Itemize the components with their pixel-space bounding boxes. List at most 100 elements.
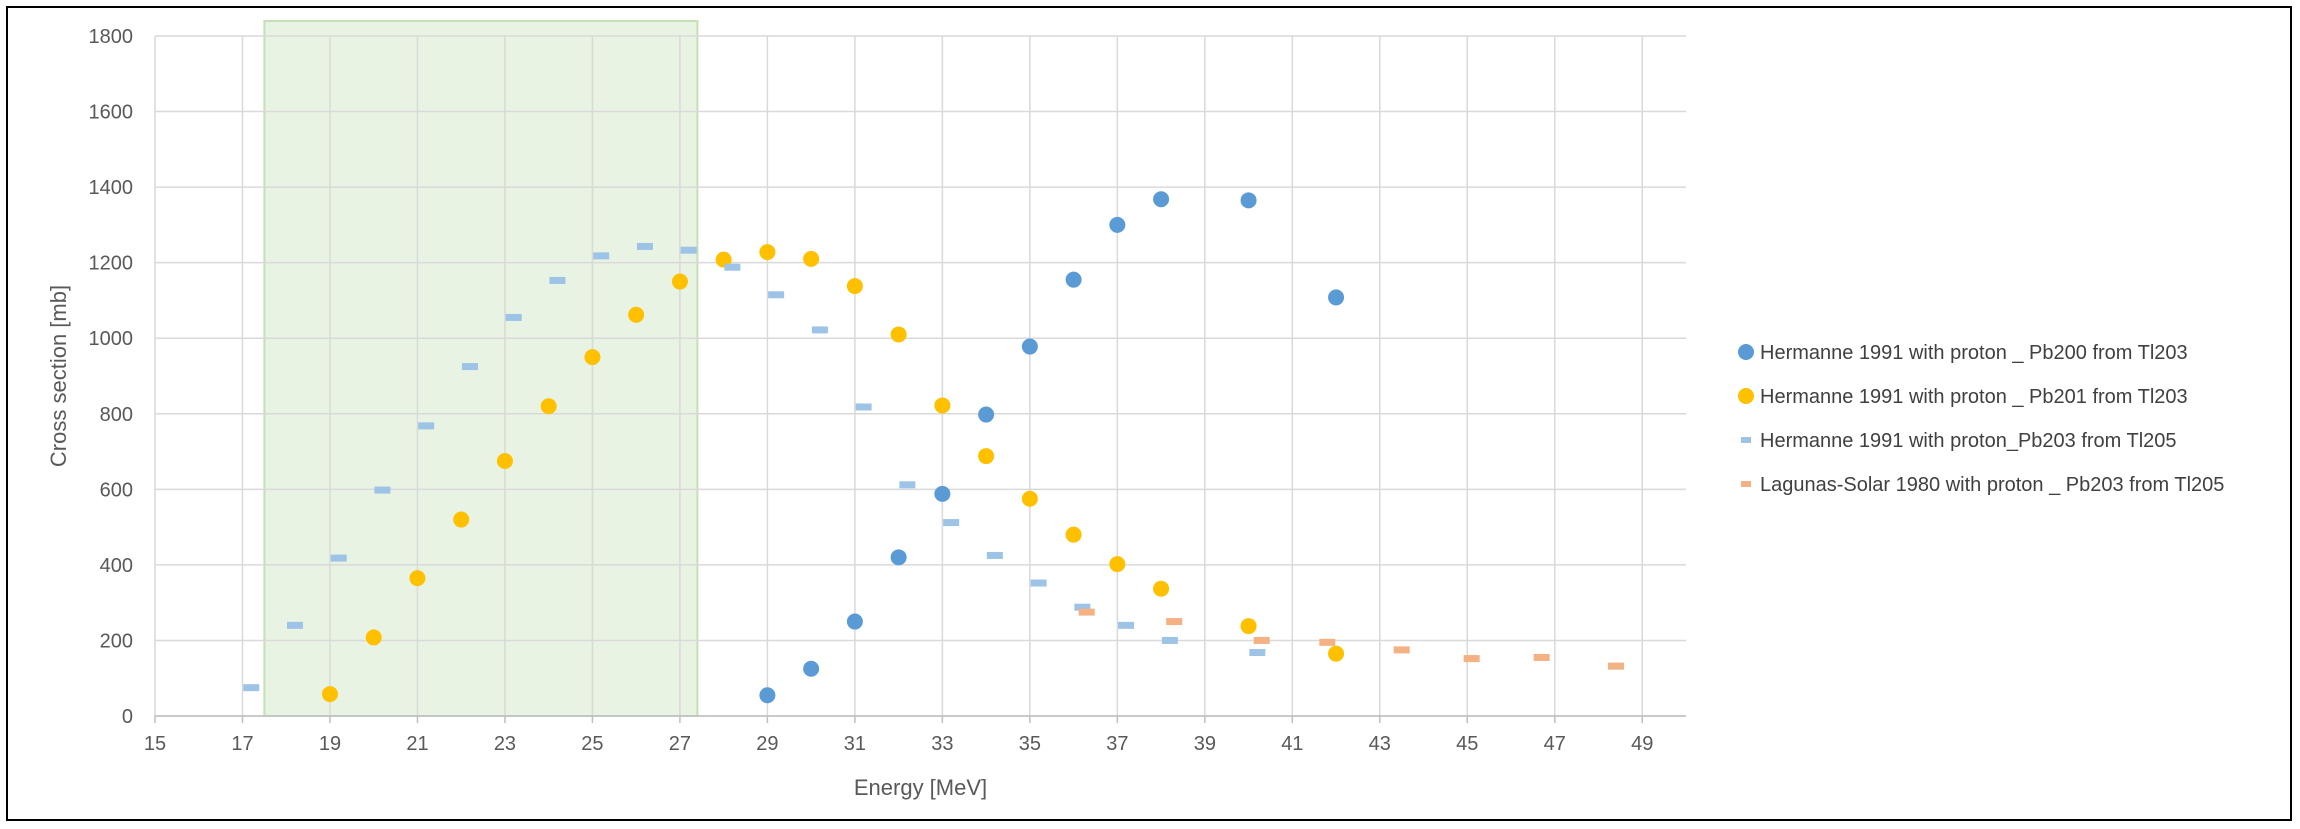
data-point — [636, 242, 653, 250]
data-point — [943, 519, 960, 527]
data-point — [768, 291, 785, 299]
data-point — [724, 263, 741, 271]
series-3 — [243, 242, 1266, 692]
y-tick-label: 1600 — [89, 102, 134, 124]
data-point — [1153, 580, 1170, 597]
x-tick-label: 21 — [406, 733, 428, 755]
y-tick-label: 1800 — [89, 26, 134, 48]
x-tick-labels: 15 17 19 21 23 25 27 29 31 33 35 37 39 41 43 45 47 49 — [144, 733, 1654, 755]
data-point — [584, 349, 601, 366]
x-tick-label: 19 — [319, 733, 341, 755]
data-point — [1021, 338, 1038, 355]
x-tick-label: 35 — [1019, 733, 1041, 755]
data-point — [1065, 271, 1082, 288]
data-point — [1021, 490, 1038, 507]
data-point — [1328, 645, 1345, 662]
legend-marker — [1741, 437, 1751, 443]
data-point — [1153, 191, 1170, 208]
x-tick-label: 31 — [844, 733, 866, 755]
data-point — [540, 398, 557, 415]
data-point — [759, 687, 776, 704]
legend-label: Hermanne 1991 with proton _ Pb200 from T… — [1760, 342, 2188, 364]
legend-item: Hermanne 1991 with proton _ Pb201 from T… — [1738, 386, 2188, 408]
data-point — [1253, 636, 1270, 644]
y-tick-label: 0 — [122, 706, 133, 728]
x-tick-label: 23 — [494, 733, 516, 755]
x-tick-label: 15 — [144, 733, 166, 755]
legend-label: Hermanne 1991 with proton _ Pb201 from T… — [1760, 386, 2188, 408]
legend-item: Lagunas-Solar 1980 with proton _ Pb203 f… — [1741, 474, 2224, 496]
y-tick-label: 800 — [100, 404, 133, 426]
data-point — [1608, 662, 1625, 670]
data-point — [330, 554, 347, 562]
series-1 — [759, 191, 1345, 704]
x-axis-title: Energy [MeV] — [854, 775, 987, 800]
data-point — [1463, 655, 1480, 663]
data-point — [1161, 636, 1178, 644]
data-point — [1166, 618, 1183, 626]
data-point — [1249, 649, 1266, 657]
legend-label: Lagunas-Solar 1980 with proton _ Pb203 f… — [1760, 474, 2224, 496]
x-tick-label: 37 — [1106, 733, 1128, 755]
data-point — [715, 251, 732, 268]
data-point — [496, 453, 513, 469]
data-point — [1240, 618, 1257, 635]
data-point — [846, 613, 863, 630]
y-tick-label: 1400 — [89, 177, 134, 199]
legend-item: Hermanne 1991 with proton _ Pb200 from T… — [1738, 342, 2188, 364]
x-tick-label: 27 — [669, 733, 691, 755]
y-tick-label: 200 — [100, 630, 133, 652]
series-layer — [243, 191, 1625, 704]
data-point — [409, 570, 426, 587]
data-point — [1109, 556, 1126, 573]
data-point — [1118, 621, 1135, 629]
data-point — [1030, 579, 1047, 587]
data-point — [803, 250, 820, 267]
data-point — [803, 660, 820, 677]
data-point — [1074, 603, 1091, 611]
x-tick-label: 25 — [581, 733, 603, 755]
data-point — [1328, 289, 1345, 306]
data-point — [986, 551, 1003, 559]
legend-marker — [1738, 388, 1754, 404]
x-tick-label: 41 — [1281, 733, 1303, 755]
y-tick-label: 1200 — [89, 253, 134, 275]
data-point — [243, 684, 260, 692]
data-point — [811, 326, 828, 334]
y-axis-title: Cross section [mb] — [46, 285, 71, 467]
y-tick-labels: 0 200 400 600 800 1000 1200 1400 1600 1800 — [89, 26, 134, 728]
y-tick-label: 1000 — [89, 328, 134, 350]
data-point — [418, 422, 435, 430]
x-tick-label: 47 — [1544, 733, 1566, 755]
data-point — [593, 252, 610, 260]
data-point — [899, 481, 916, 489]
x-tick-label: 33 — [931, 733, 953, 755]
legend-label: Hermanne 1991 with proton_Pb203 from Tl2… — [1760, 430, 2177, 452]
data-point — [549, 276, 566, 284]
legend-marker — [1738, 344, 1754, 360]
data-point — [461, 363, 478, 371]
data-point — [934, 397, 951, 414]
x-tick-label: 43 — [1369, 733, 1391, 755]
data-point — [934, 485, 951, 502]
data-point — [1319, 638, 1336, 646]
data-point — [286, 621, 303, 629]
data-point — [855, 403, 872, 411]
data-point — [890, 549, 907, 566]
data-point — [680, 246, 697, 254]
x-tick-label: 45 — [1456, 733, 1478, 755]
series-4 — [1078, 608, 1625, 670]
data-point — [505, 313, 522, 321]
x-tick-label: 39 — [1194, 733, 1216, 755]
x-tick-label: 29 — [756, 733, 778, 755]
x-tick-label: 49 — [1631, 733, 1653, 755]
grid-layer — [154, 35, 1686, 717]
data-point — [890, 326, 907, 343]
axis-layer — [154, 715, 1686, 723]
data-point — [1533, 653, 1550, 661]
y-tick-label: 400 — [100, 555, 133, 577]
data-point — [628, 306, 645, 323]
data-point — [365, 629, 382, 646]
data-point — [671, 273, 688, 290]
